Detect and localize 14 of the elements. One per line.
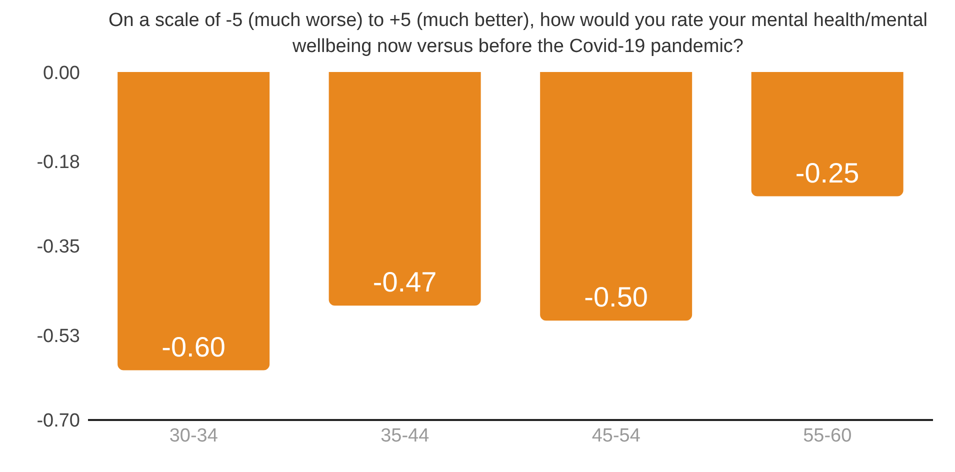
- y-tick-label: -0.18: [36, 152, 80, 174]
- x-tick-label: 35-44: [380, 425, 430, 446]
- y-tick-label: 0.00: [43, 62, 80, 84]
- y-tick-label: -0.35: [36, 236, 80, 258]
- x-tick-label: 55-60: [803, 425, 852, 446]
- data-label: -0.47: [372, 266, 437, 298]
- y-tick-label: -0.70: [36, 410, 80, 432]
- x-tick-label: 30-34: [169, 425, 218, 446]
- data-label: -0.25: [795, 157, 860, 188]
- x-tick-label: 45-54: [592, 425, 641, 446]
- data-label: -0.60: [162, 331, 226, 362]
- chart-title: On a scale of -5 (much worse) to +5 (much better), how would you rate your mental health/mental wellbeing now versus before the Covid-19 pandemic?: [108, 9, 928, 59]
- y-tick-label: -0.53: [36, 326, 80, 348]
- data-label: -0.50: [584, 282, 648, 313]
